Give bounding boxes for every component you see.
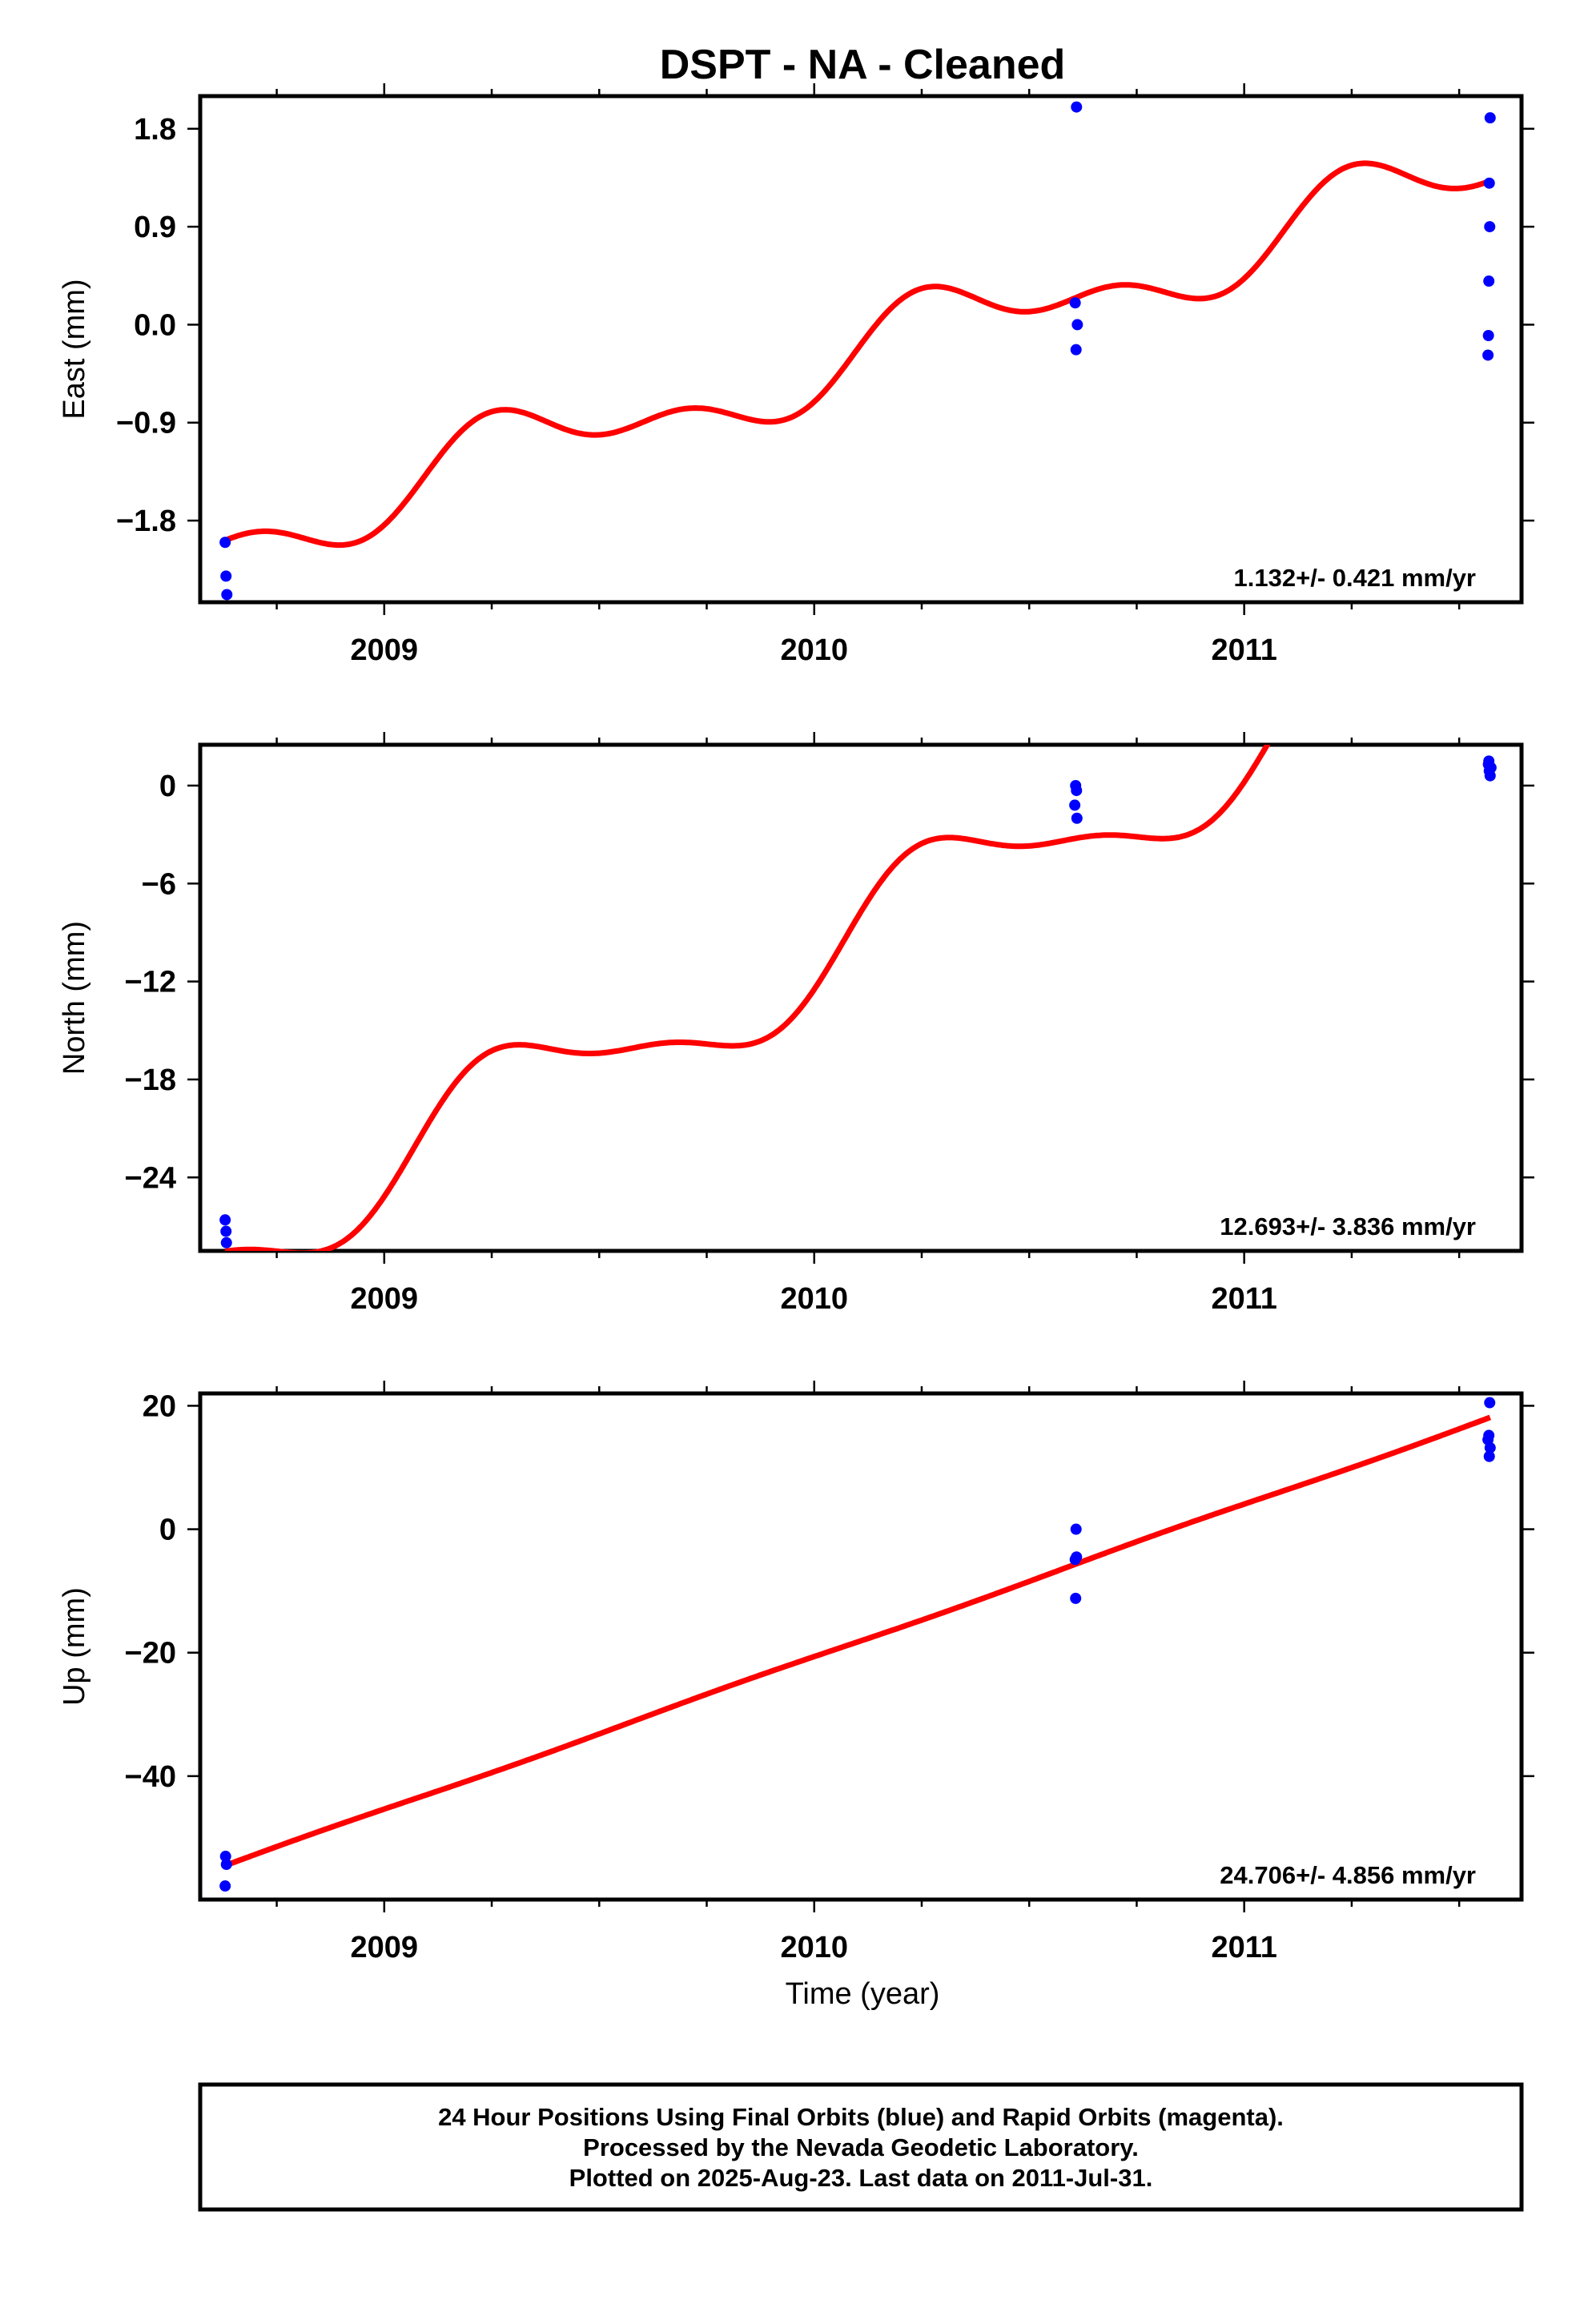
data-point (1070, 1592, 1082, 1604)
x-tick-label: 2011 (1211, 633, 1276, 667)
panels: 2009 2010 2011 1.8 0.9 0.0 −0.9 −1.8 East (mm) 1.… (58, 83, 1534, 1964)
data-point (1484, 112, 1496, 124)
data-point (220, 1859, 232, 1871)
y-tick-label: 0.9 (134, 211, 176, 244)
data-point (1069, 297, 1081, 309)
y-tick-label: −6 (142, 867, 176, 901)
y-axis-label-up: Up (mm) (58, 1587, 91, 1706)
y-tick-label: 0.0 (134, 308, 176, 342)
fit-curve (224, 745, 1271, 1251)
data-point (1484, 770, 1496, 782)
figure-title: DSPT - NA - Cleaned (660, 42, 1066, 88)
y-tick-label: −20 (125, 1637, 176, 1671)
x-tick-label: 2010 (780, 1931, 848, 1964)
x-tick-label: 2011 (1211, 1931, 1276, 1964)
data-point (219, 1214, 231, 1226)
data-point (221, 589, 233, 601)
footer-line-3: Plotted on 2025-Aug-23. Last data on 201… (569, 2164, 1153, 2192)
y-tick-label: 0 (159, 770, 176, 803)
panel-east: 2009 2010 2011 1.8 0.9 0.0 −0.9 −1.8 East (mm) 1.… (58, 83, 1534, 667)
data-point (1482, 330, 1494, 342)
y-tick-label: −12 (125, 966, 176, 999)
velocity-annotation: 1.132+/- 0.421 mm/yr (1234, 564, 1476, 592)
y-tick-label: −40 (125, 1760, 176, 1794)
y-tick-label: −0.9 (116, 407, 176, 440)
footer-line-2: Processed by the Nevada Geodetic Laborat… (583, 2133, 1139, 2161)
data-point (1484, 1441, 1496, 1454)
data-point (220, 1225, 232, 1237)
data-point (1483, 1450, 1495, 1462)
data-point (1483, 177, 1495, 189)
footer-line-1: 24 Hour Positions Using Final Orbits (bl… (438, 2103, 1284, 2131)
data-point (220, 1236, 232, 1248)
plot-frame (198, 94, 1524, 605)
data-point (220, 570, 232, 582)
data-point (1484, 1397, 1496, 1409)
fit-curve (223, 1414, 1492, 1868)
data-point (1483, 755, 1495, 767)
data-point (1484, 221, 1496, 233)
x-tick-label: 2009 (351, 633, 419, 667)
data-point (1071, 319, 1083, 331)
data-point (219, 537, 231, 549)
x-tick-label: 2010 (780, 1282, 848, 1316)
y-axis-label-east: East (mm) (58, 279, 91, 419)
plot-frame (198, 742, 1524, 1253)
y-tick-label: −24 (125, 1161, 176, 1195)
x-axis-label: Time (year) (786, 1977, 940, 2011)
plot-frame (198, 1391, 1524, 1902)
y-tick-label: 20 (143, 1389, 176, 1423)
velocity-annotation: 24.706+/- 4.856 mm/yr (1220, 1861, 1476, 1889)
data-point (1070, 344, 1082, 356)
data-point (219, 1880, 231, 1892)
x-tick-label: 2010 (780, 633, 848, 667)
y-tick-label: −1.8 (116, 505, 176, 538)
panel-up: 2009 2010 2011 20 0 −20 −40 Up (mm) 24.706+/- 4.… (58, 1381, 1534, 1964)
footer-box: 24 Hour Positions Using Final Orbits (bl… (198, 2082, 1524, 2212)
data-point (1482, 349, 1494, 361)
data-point (1069, 799, 1081, 811)
x-tick-label: 2011 (1211, 1282, 1276, 1316)
fit-curve (223, 160, 1492, 549)
y-tick-label: −18 (125, 1063, 176, 1097)
data-point (1071, 812, 1083, 824)
data-point (1069, 1554, 1081, 1566)
panel-north: 2009 2010 2011 0 −6 −12 −18 −24 North (mm) 12.693… (58, 732, 1534, 1316)
y-axis-label-north: North (mm) (58, 921, 91, 1075)
x-tick-label: 2009 (351, 1931, 419, 1964)
y-tick-label: 1.8 (134, 113, 176, 147)
y-tick-label: 0 (159, 1514, 176, 1547)
x-tick-label: 2009 (351, 1282, 419, 1316)
data-point (1071, 785, 1083, 797)
velocity-annotation: 12.693+/- 3.836 mm/yr (1220, 1212, 1476, 1240)
data-point (1071, 101, 1083, 113)
data-point (1483, 275, 1495, 287)
data-point (1070, 1523, 1082, 1535)
